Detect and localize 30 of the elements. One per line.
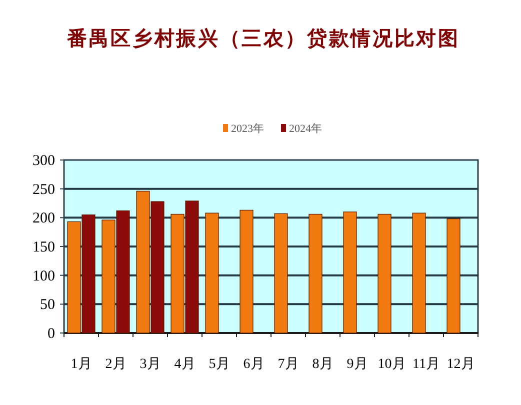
bar [343, 212, 357, 334]
bar [412, 212, 426, 334]
bar [205, 212, 219, 334]
x-tick-label: 12月 [446, 357, 475, 372]
y-tick-label: 150 [32, 240, 55, 256]
x-tick-label: 5月 [208, 357, 230, 372]
x-tick-label: 4月 [174, 357, 196, 372]
x-tick-label: 3月 [140, 357, 161, 372]
x-tick-label: 7月 [278, 357, 299, 372]
y-tick-label: 0 [48, 326, 55, 342]
x-tick-label: 9月 [346, 357, 368, 372]
bar [308, 214, 322, 334]
x-tick-label: 8月 [312, 357, 334, 372]
y-tick-label: 100 [32, 268, 55, 284]
y-tick-label: 250 [32, 182, 55, 198]
y-tick-label: 50 [40, 297, 55, 314]
bar [240, 210, 254, 334]
bar [446, 218, 460, 334]
legend-label: 2024年 [289, 123, 322, 135]
y-tick-label: 200 [32, 210, 55, 227]
x-tick-label: 11月 [412, 357, 440, 372]
x-tick-label: 2月 [105, 357, 126, 372]
y-tick-label: 300 [32, 153, 55, 169]
x-tick-label: 1月 [70, 357, 92, 372]
x-tick-label: 6月 [243, 357, 264, 372]
chart-title: 番禺区乡村振兴（三农）贷款情况比对图 [66, 26, 458, 50]
bar [378, 214, 392, 334]
bar [274, 213, 288, 334]
legend-label: 2023年 [231, 123, 264, 135]
x-tick-label: 10月 [378, 357, 406, 372]
